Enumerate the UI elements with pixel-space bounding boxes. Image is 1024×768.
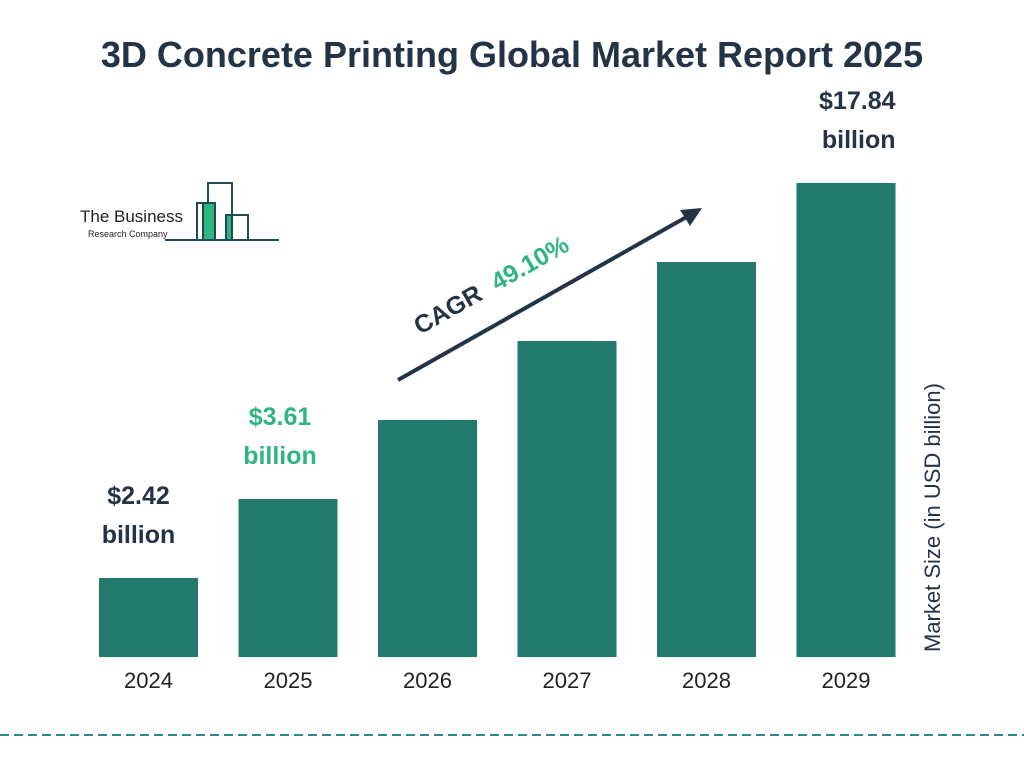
x-tick-2027: 2027 (543, 668, 592, 693)
x-tick-2028: 2028 (682, 668, 731, 693)
x-tick-2029: 2029 (822, 668, 871, 693)
y-axis-label: Market Size (in USD billion) (920, 383, 945, 652)
data-label-2025-unit: billion (243, 442, 317, 470)
data-label-2024-unit: billion (102, 521, 176, 549)
data-label-2024-value: $2.42 (107, 482, 170, 510)
cagr-arrow (397, 213, 691, 382)
logo-bar-2 (227, 215, 232, 240)
bar-2025 (238, 499, 338, 657)
cagr-arrowhead (680, 208, 702, 226)
cagr-text: CAGR 49.10% (409, 230, 574, 340)
data-label-2029-value: $17.84 (819, 87, 896, 115)
x-tick-2026: 2026 (403, 668, 452, 693)
bar-2027 (517, 341, 617, 657)
data-label-2029-unit: billion (822, 126, 896, 154)
logo: The Business Research Company (80, 182, 279, 241)
bar-2026 (378, 420, 477, 657)
bar-2024 (99, 578, 198, 657)
data-label-2025-value: $3.61 (249, 403, 312, 431)
logo-line1: The Business (80, 207, 183, 226)
x-tick-2024: 2024 (124, 668, 173, 693)
bar-2029 (796, 183, 896, 657)
cagr-prefix: CAGR (409, 280, 487, 341)
logo-line2: Research Company (88, 229, 168, 239)
x-tick-2025: 2025 (264, 668, 313, 693)
bar-2028 (657, 262, 756, 657)
chart-title: 3D Concrete Printing Global Market Repor… (100, 34, 924, 75)
logo-bar-1 (204, 203, 214, 240)
